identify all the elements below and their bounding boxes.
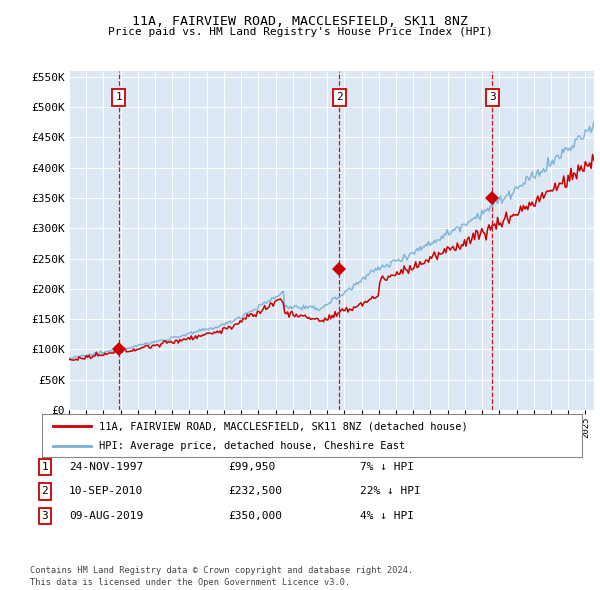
Text: 4% ↓ HPI: 4% ↓ HPI bbox=[360, 511, 414, 520]
Text: 10-SEP-2010: 10-SEP-2010 bbox=[69, 487, 143, 496]
Text: 1: 1 bbox=[41, 463, 49, 472]
Text: 24-NOV-1997: 24-NOV-1997 bbox=[69, 463, 143, 472]
Text: 7% ↓ HPI: 7% ↓ HPI bbox=[360, 463, 414, 472]
Text: £232,500: £232,500 bbox=[228, 487, 282, 496]
Text: Price paid vs. HM Land Registry's House Price Index (HPI): Price paid vs. HM Land Registry's House … bbox=[107, 27, 493, 37]
Text: 3: 3 bbox=[489, 93, 496, 103]
Text: 09-AUG-2019: 09-AUG-2019 bbox=[69, 511, 143, 520]
Text: £350,000: £350,000 bbox=[228, 511, 282, 520]
Text: HPI: Average price, detached house, Cheshire East: HPI: Average price, detached house, Ches… bbox=[98, 441, 405, 451]
Text: £99,950: £99,950 bbox=[228, 463, 275, 472]
Text: 1: 1 bbox=[116, 93, 122, 103]
Text: 2: 2 bbox=[41, 487, 49, 496]
Text: 11A, FAIRVIEW ROAD, MACCLESFIELD, SK11 8NZ: 11A, FAIRVIEW ROAD, MACCLESFIELD, SK11 8… bbox=[132, 15, 468, 28]
Text: 3: 3 bbox=[41, 511, 49, 520]
Text: Contains HM Land Registry data © Crown copyright and database right 2024.
This d: Contains HM Land Registry data © Crown c… bbox=[30, 566, 413, 587]
Text: 2: 2 bbox=[336, 93, 343, 103]
Text: 22% ↓ HPI: 22% ↓ HPI bbox=[360, 487, 421, 496]
Text: 11A, FAIRVIEW ROAD, MACCLESFIELD, SK11 8NZ (detached house): 11A, FAIRVIEW ROAD, MACCLESFIELD, SK11 8… bbox=[98, 421, 467, 431]
